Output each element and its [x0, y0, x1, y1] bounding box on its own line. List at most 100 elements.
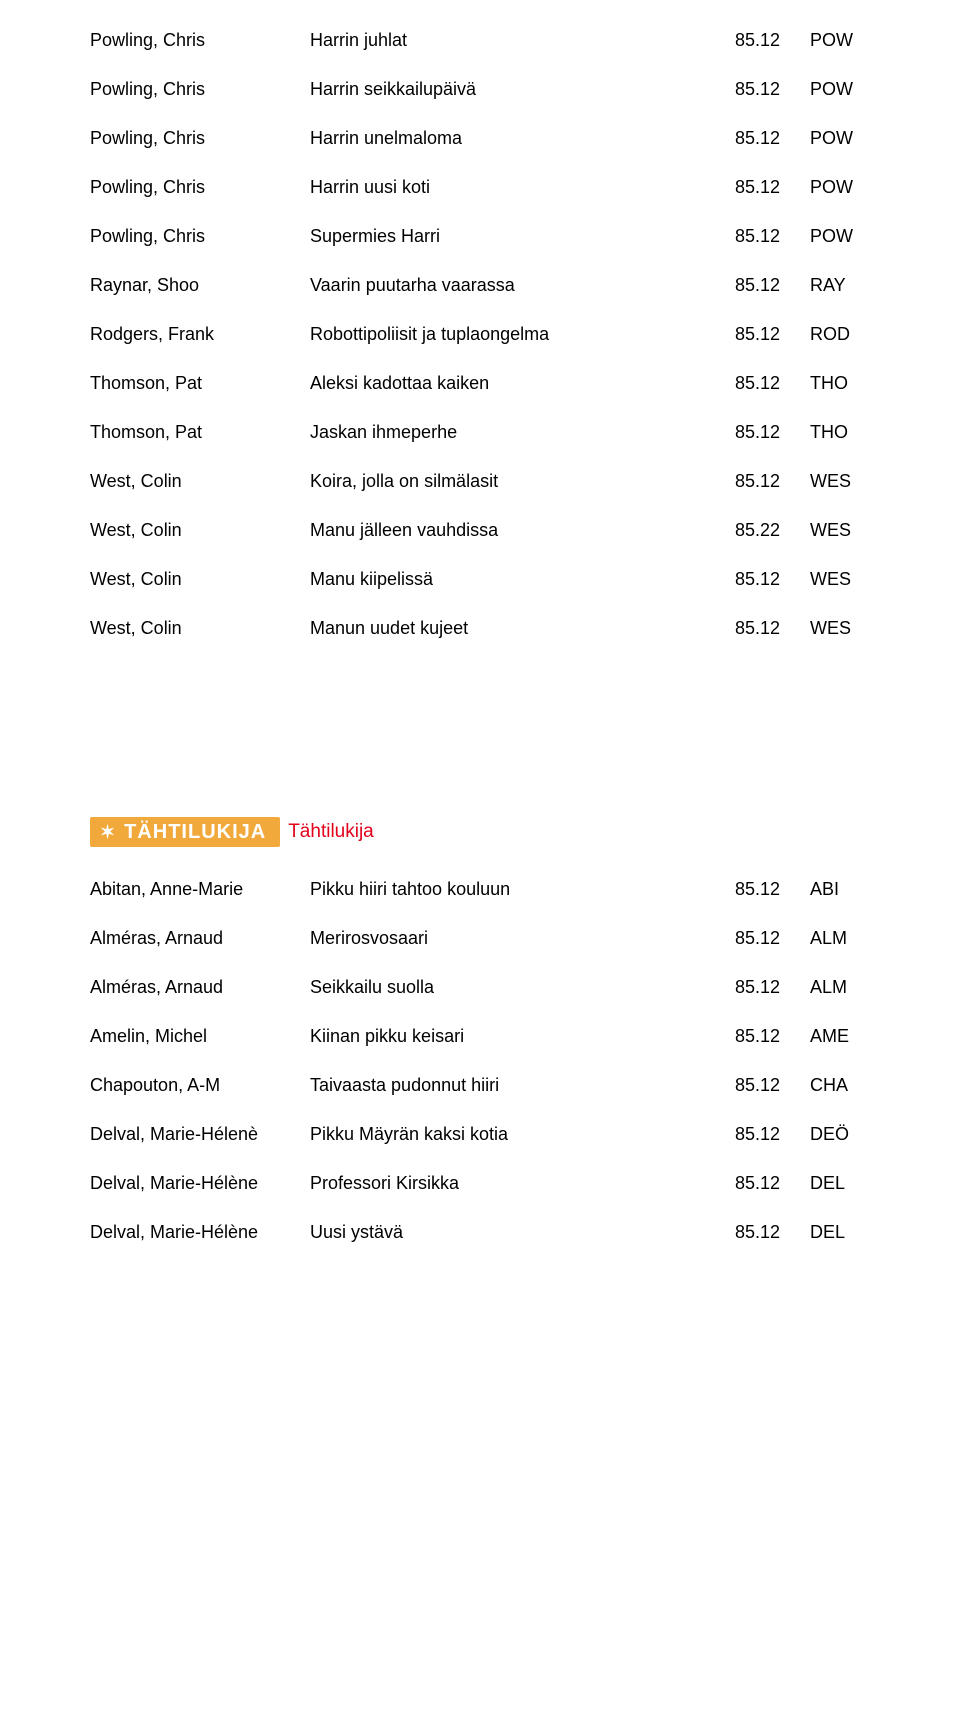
author-cell: Thomson, Pat — [90, 422, 310, 443]
author-cell: Powling, Chris — [90, 177, 310, 198]
table-row: Rodgers, FrankRobottipoliisit ja tuplaon… — [90, 324, 870, 345]
classification-cell: 85.12 — [690, 879, 810, 900]
title-cell: Koira, jolla on silmälasit — [310, 471, 690, 492]
title-cell: Harrin seikkailupäivä — [310, 79, 690, 100]
table-row: West, ColinManu kiipelissä85.12WES — [90, 569, 870, 590]
table-row: Thomson, PatJaskan ihmeperhe85.12THO — [90, 422, 870, 443]
author-cell: Raynar, Shoo — [90, 275, 310, 296]
title-cell: Pikku Mäyrän kaksi kotia — [310, 1124, 690, 1145]
classification-cell: 85.12 — [690, 1173, 810, 1194]
code-cell: ALM — [810, 977, 870, 998]
classification-cell: 85.12 — [690, 373, 810, 394]
author-cell: Delval, Marie-Hélène — [90, 1173, 310, 1194]
book-list-1: Powling, ChrisHarrin juhlat85.12POWPowli… — [90, 30, 870, 639]
table-row: Powling, ChrisHarrin juhlat85.12POW — [90, 30, 870, 51]
code-cell: POW — [810, 128, 870, 149]
table-row: Delval, Marie-HélèneProfessori Kirsikka8… — [90, 1173, 870, 1194]
code-cell: THO — [810, 422, 870, 443]
section-header: ✶ TÄHTILUKIJA Tähtilukija — [90, 817, 870, 847]
author-cell: Chapouton, A-M — [90, 1075, 310, 1096]
classification-cell: 85.12 — [690, 618, 810, 639]
author-cell: Abitan, Anne-Marie — [90, 879, 310, 900]
author-cell: West, Colin — [90, 569, 310, 590]
title-cell: Supermies Harri — [310, 226, 690, 247]
title-cell: Robottipoliisit ja tuplaongelma — [310, 324, 690, 345]
section-gap — [90, 667, 870, 817]
author-cell: Rodgers, Frank — [90, 324, 310, 345]
author-cell: West, Colin — [90, 471, 310, 492]
title-cell: Uusi ystävä — [310, 1222, 690, 1243]
code-cell: WES — [810, 520, 870, 541]
table-row: Delval, Marie-HélenèPikku Mäyrän kaksi k… — [90, 1124, 870, 1145]
table-row: Alméras, ArnaudSeikkailu suolla85.12ALM — [90, 977, 870, 998]
table-row: Amelin, MichelKiinan pikku keisari85.12A… — [90, 1026, 870, 1047]
author-cell: West, Colin — [90, 520, 310, 541]
classification-cell: 85.12 — [690, 422, 810, 443]
classification-cell: 85.12 — [690, 1075, 810, 1096]
table-row: Chapouton, A-MTaivaasta pudonnut hiiri85… — [90, 1075, 870, 1096]
classification-cell: 85.12 — [690, 1026, 810, 1047]
code-cell: POW — [810, 30, 870, 51]
title-cell: Harrin unelmaloma — [310, 128, 690, 149]
table-row: Powling, ChrisSupermies Harri85.12POW — [90, 226, 870, 247]
table-row: Raynar, ShooVaarin puutarha vaarassa85.1… — [90, 275, 870, 296]
star-icon: ✶ — [100, 823, 116, 841]
code-cell: POW — [810, 79, 870, 100]
title-cell: Kiinan pikku keisari — [310, 1026, 690, 1047]
classification-cell: 85.12 — [690, 569, 810, 590]
page: Powling, ChrisHarrin juhlat85.12POWPowli… — [0, 0, 960, 1714]
author-cell: Powling, Chris — [90, 79, 310, 100]
author-cell: West, Colin — [90, 618, 310, 639]
classification-cell: 85.12 — [690, 30, 810, 51]
code-cell: POW — [810, 226, 870, 247]
title-cell: Manu kiipelissä — [310, 569, 690, 590]
code-cell: ALM — [810, 928, 870, 949]
classification-cell: 85.12 — [690, 128, 810, 149]
code-cell: AME — [810, 1026, 870, 1047]
code-cell: RAY — [810, 275, 870, 296]
table-row: Powling, ChrisHarrin seikkailupäivä85.12… — [90, 79, 870, 100]
code-cell: DEL — [810, 1173, 870, 1194]
table-row: West, ColinKoira, jolla on silmälasit85.… — [90, 471, 870, 492]
code-cell: POW — [810, 177, 870, 198]
table-row: Alméras, ArnaudMerirosvosaari85.12ALM — [90, 928, 870, 949]
table-row: Thomson, PatAleksi kadottaa kaiken85.12T… — [90, 373, 870, 394]
code-cell: ABI — [810, 879, 870, 900]
classification-cell: 85.12 — [690, 1124, 810, 1145]
code-cell: WES — [810, 618, 870, 639]
title-cell: Merirosvosaari — [310, 928, 690, 949]
title-cell: Vaarin puutarha vaarassa — [310, 275, 690, 296]
title-cell: Harrin juhlat — [310, 30, 690, 51]
classification-cell: 85.12 — [690, 324, 810, 345]
title-cell: Manu jälleen vauhdissa — [310, 520, 690, 541]
table-row: West, ColinManu jälleen vauhdissa85.22WE… — [90, 520, 870, 541]
title-cell: Professori Kirsikka — [310, 1173, 690, 1194]
table-row: West, ColinManun uudet kujeet85.12WES — [90, 618, 870, 639]
author-cell: Thomson, Pat — [90, 373, 310, 394]
author-cell: Powling, Chris — [90, 226, 310, 247]
table-row: Abitan, Anne-MariePikku hiiri tahtoo kou… — [90, 879, 870, 900]
author-cell: Alméras, Arnaud — [90, 928, 310, 949]
classification-cell: 85.12 — [690, 275, 810, 296]
section-title: Tähtilukija — [288, 821, 374, 843]
code-cell: DEÖ — [810, 1124, 870, 1145]
classification-cell: 85.12 — [690, 928, 810, 949]
classification-cell: 85.12 — [690, 1222, 810, 1243]
badge-text: TÄHTILUKIJA — [124, 821, 266, 844]
classification-cell: 85.12 — [690, 471, 810, 492]
code-cell: WES — [810, 569, 870, 590]
classification-cell: 85.12 — [690, 977, 810, 998]
classification-cell: 85.12 — [690, 177, 810, 198]
author-cell: Delval, Marie-Hélenè — [90, 1124, 310, 1145]
title-cell: Pikku hiiri tahtoo kouluun — [310, 879, 690, 900]
table-row: Powling, ChrisHarrin unelmaloma85.12POW — [90, 128, 870, 149]
title-cell: Manun uudet kujeet — [310, 618, 690, 639]
title-cell: Harrin uusi koti — [310, 177, 690, 198]
title-cell: Aleksi kadottaa kaiken — [310, 373, 690, 394]
book-list-2: Abitan, Anne-MariePikku hiiri tahtoo kou… — [90, 879, 870, 1243]
classification-cell: 85.22 — [690, 520, 810, 541]
title-cell: Seikkailu suolla — [310, 977, 690, 998]
code-cell: WES — [810, 471, 870, 492]
author-cell: Delval, Marie-Hélène — [90, 1222, 310, 1243]
classification-cell: 85.12 — [690, 79, 810, 100]
